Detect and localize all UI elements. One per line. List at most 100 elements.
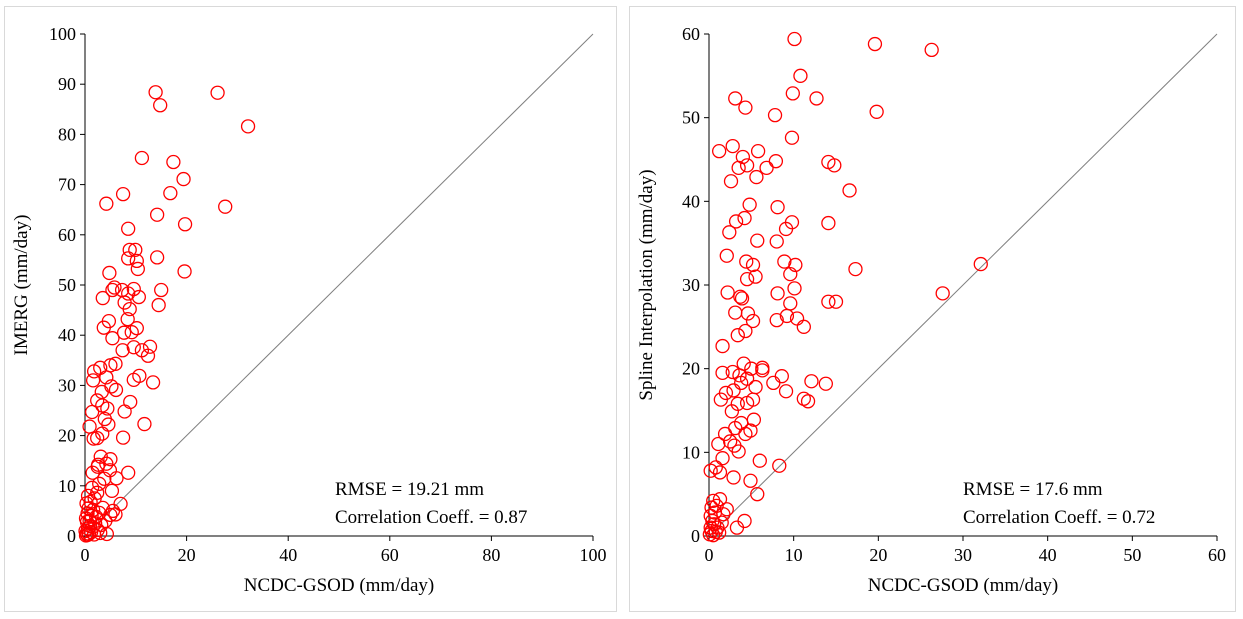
data-point <box>104 483 120 498</box>
data-point <box>93 525 108 541</box>
data-point <box>935 286 950 301</box>
data-point <box>742 197 757 212</box>
data-point <box>730 396 745 411</box>
data-point <box>793 68 808 83</box>
data-point <box>134 150 150 166</box>
x-tick-label: 20 <box>869 545 887 565</box>
x-tick-label: 20 <box>178 545 196 565</box>
x-axis-title: NCDC-GSOD (mm/day) <box>244 575 435 596</box>
data-point <box>91 457 106 472</box>
data-point <box>108 382 124 398</box>
data-point <box>745 313 761 329</box>
data-point <box>821 294 836 309</box>
y-tick-label: 40 <box>58 325 76 345</box>
data-point <box>154 282 169 298</box>
data-point <box>123 394 138 410</box>
data-point <box>767 108 783 123</box>
y-tick-label: 100 <box>49 24 76 44</box>
data-point <box>735 149 751 165</box>
imerg-scatter-chart: 0 10 20 30 40 50 60 70 80 90 100 0 20 40 60 80 100 NCDC-G… <box>11 24 607 596</box>
data-point <box>770 200 785 215</box>
data-point <box>122 242 137 258</box>
y-tick-label: 90 <box>58 74 76 94</box>
data-point <box>769 312 784 328</box>
data-point <box>777 254 792 269</box>
data-point <box>738 323 753 339</box>
data-point <box>124 325 139 340</box>
data-point <box>706 493 721 509</box>
data-point <box>745 257 761 273</box>
data-point <box>734 291 750 306</box>
data-point <box>739 271 755 287</box>
data-point <box>712 465 728 480</box>
data-point <box>153 98 168 113</box>
data-point <box>827 158 842 173</box>
data-point <box>80 488 96 503</box>
y-tick-label: 60 <box>682 24 700 44</box>
data-point <box>804 374 819 389</box>
data-point <box>800 394 816 409</box>
x-tick-label: 50 <box>1123 545 1141 565</box>
data-point <box>785 86 800 101</box>
y-tick-label: 70 <box>58 175 76 195</box>
data-point <box>103 452 118 467</box>
data-point <box>769 234 784 249</box>
data-point <box>151 297 166 313</box>
y-tick-label: 40 <box>682 191 700 211</box>
data-point <box>729 520 745 535</box>
y-tick-label: 60 <box>58 225 76 245</box>
y-tick-label: 10 <box>682 442 700 462</box>
data-point <box>752 453 767 468</box>
data-point <box>821 215 836 231</box>
data-point <box>90 485 105 500</box>
data-point <box>796 391 811 406</box>
x-tick-label: 0 <box>705 545 714 565</box>
data-point <box>740 306 756 321</box>
data-point <box>726 470 741 485</box>
rmse-annotation: RMSE = 17.6 mm <box>963 479 1103 500</box>
data-point <box>723 174 739 189</box>
data-point <box>809 91 824 106</box>
data-point <box>715 451 730 466</box>
data-point <box>129 253 144 269</box>
data-point <box>85 373 101 388</box>
data-point <box>163 185 178 201</box>
x-tick-label: 0 <box>81 545 90 565</box>
data-point <box>715 338 730 354</box>
data-point <box>140 348 156 363</box>
data-point <box>218 199 233 214</box>
data-point <box>93 449 108 464</box>
data-point <box>787 31 802 47</box>
data-point <box>128 242 143 258</box>
data-point <box>714 515 729 530</box>
data-point <box>746 412 762 427</box>
data-point <box>712 492 728 507</box>
x-tick-label: 60 <box>1208 545 1226 565</box>
data-point <box>104 379 119 394</box>
data-point <box>737 210 752 226</box>
data-point <box>748 379 763 395</box>
one-to-one-line <box>84 33 594 537</box>
data-point <box>848 261 863 277</box>
x-tick-label: 10 <box>785 545 803 565</box>
data-point <box>749 169 764 185</box>
data-point <box>718 385 734 401</box>
data-point <box>132 368 147 384</box>
data-point <box>722 225 737 240</box>
data-point <box>137 416 152 432</box>
data-point <box>743 473 758 488</box>
data-point <box>117 404 132 419</box>
data-point <box>867 36 883 52</box>
x-tick-label: 80 <box>482 545 500 565</box>
data-point <box>121 465 136 480</box>
data-point <box>739 254 754 269</box>
data-point <box>84 404 100 420</box>
data-point <box>728 214 744 229</box>
rmse-annotation: RMSE = 19.21 mm <box>335 479 484 500</box>
data-point <box>103 507 118 523</box>
y-tick-label: 50 <box>682 108 700 128</box>
data-point <box>102 463 118 478</box>
data-point <box>748 269 763 284</box>
correlation-annotation: Correlation Coeff. = 0.72 <box>963 507 1155 528</box>
data-point <box>712 143 727 159</box>
